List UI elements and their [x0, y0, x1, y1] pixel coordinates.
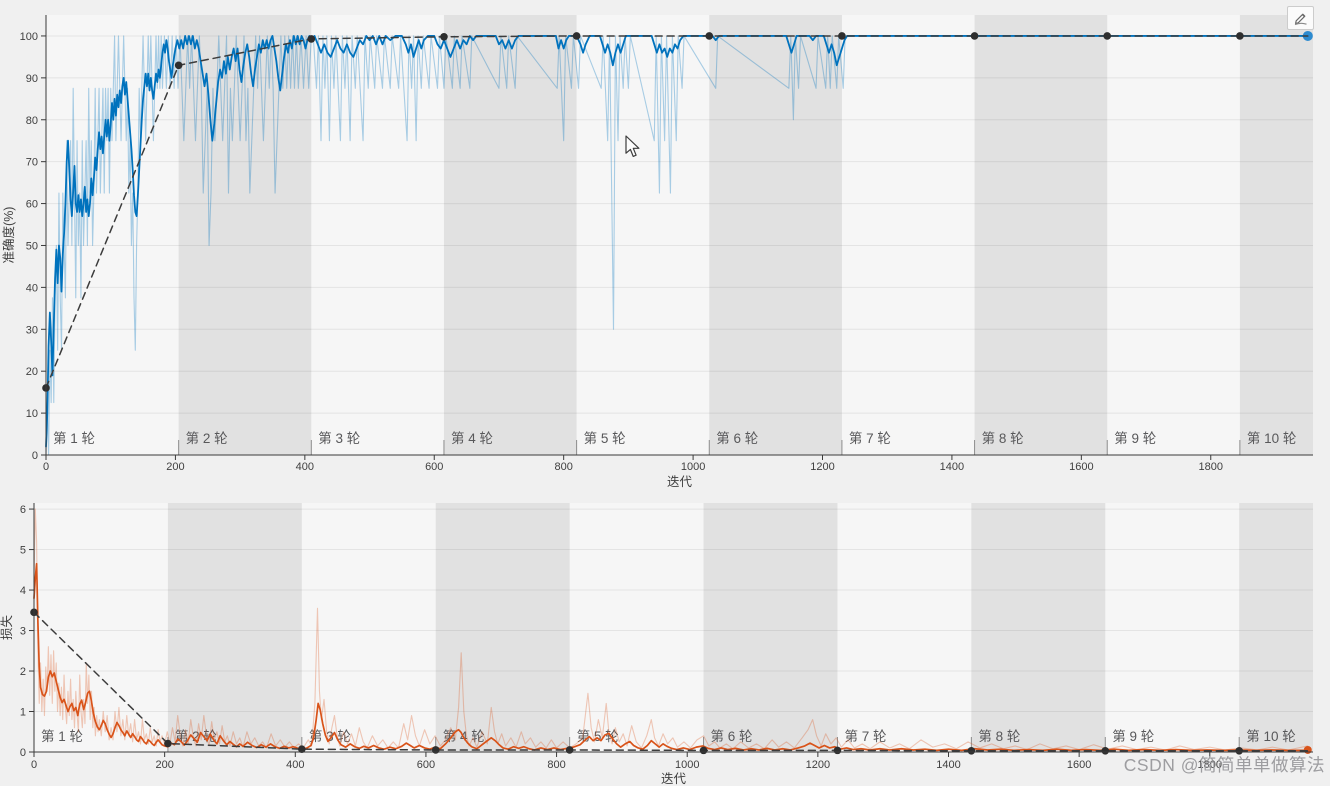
x-tick-label: 200: [166, 461, 184, 473]
validation-accuracy-marker: [174, 61, 183, 70]
y-tick-label: 10: [26, 408, 38, 420]
x-tick-label: 1000: [675, 759, 699, 771]
epoch-band: [1239, 15, 1313, 455]
epoch-band: [1239, 503, 1313, 752]
epoch-label: 第 8 轮: [978, 728, 1020, 744]
y-tick-label: 4: [20, 585, 26, 597]
accuracy-chart: 第 1 轮 第 2 轮 第 3 轮 第 4 轮 第 5 轮 第 6 轮 第 7 轮 第 8 轮…: [1, 15, 1313, 489]
x-tick-label: 0: [43, 461, 49, 473]
epoch-label: 第 9 轮: [1112, 728, 1154, 744]
validation-accuracy-marker: [705, 32, 714, 40]
epoch-label: 第 8 轮: [982, 430, 1024, 446]
epoch-label: 第 9 轮: [1114, 430, 1156, 446]
training-loss-smoothed-line: [33, 562, 1309, 752]
epoch-label: 第 10 轮: [1247, 430, 1297, 446]
epoch-label: 第 3 轮: [309, 728, 351, 744]
y-tick-label: 100: [20, 31, 38, 43]
validation-accuracy-marker: [970, 32, 979, 40]
x-tick-label: 1400: [936, 759, 960, 771]
x-tick-label: 1200: [806, 759, 830, 771]
epoch-band: [167, 503, 302, 752]
x-tick-label: 1600: [1069, 461, 1093, 473]
epoch-label: 第 7 轮: [844, 728, 886, 744]
x-tick-label: 800: [554, 461, 572, 473]
y-tick-label: 40: [26, 282, 38, 294]
validation-loss-marker: [431, 746, 440, 754]
epoch-band: [435, 503, 570, 752]
validation-loss-marker: [967, 746, 976, 755]
validation-loss-marker: [1235, 746, 1243, 755]
epoch-band: [703, 503, 838, 752]
csdn-watermark: CSDN @简简单单做算法: [1123, 755, 1325, 775]
loss-chart: 第 1 轮第 2 轮第 3 轮第 4 轮第 5 轮第 6 轮第 7 轮第 8 轮…: [0, 503, 1313, 786]
epoch-label: 第 1 轮: [41, 728, 83, 744]
epoch-label: 第 6 轮: [711, 728, 753, 744]
x-tick-label: 400: [296, 461, 314, 473]
validation-accuracy-marker: [1103, 32, 1112, 40]
y-tick-label: 60: [26, 199, 38, 211]
x-axis-label: 迭代: [661, 772, 687, 786]
y-tick-label: 5: [20, 545, 26, 557]
edit-plot-brush-icon: [1294, 13, 1307, 26]
epoch-label: 第 5 轮: [584, 430, 626, 446]
y-tick-label: 70: [26, 157, 38, 169]
y-tick-label: 30: [26, 324, 38, 336]
validation-accuracy-marker: [307, 35, 316, 43]
x-tick-label: 0: [31, 759, 37, 771]
y-tick-label: 0: [32, 450, 38, 462]
x-tick-label: 800: [547, 759, 565, 771]
x-tick-label: 1400: [940, 461, 964, 473]
epoch-label: 第 7 轮: [849, 430, 891, 446]
training-accuracy-raw-line: [45, 35, 1309, 456]
y-tick-label: 3: [20, 626, 26, 638]
validation-loss-marker: [699, 746, 708, 755]
training-accuracy-smoothed-line: [45, 35, 1309, 448]
epoch-label: 第 3 轮: [318, 430, 360, 446]
validation-accuracy-marker: [1236, 32, 1244, 40]
validation-loss-marker: [833, 746, 842, 755]
epoch-band: [178, 15, 312, 455]
validation-accuracy-marker: [572, 32, 581, 40]
epoch-label: 第 2 轮: [186, 430, 228, 446]
y-tick-label: 50: [26, 240, 38, 252]
x-tick-label: 1800: [1198, 759, 1222, 771]
x-tick-label: 600: [417, 759, 435, 771]
validation-loss-marker: [565, 746, 574, 754]
y-tick-label: 20: [26, 366, 38, 378]
x-tick-label: 600: [425, 461, 443, 473]
epoch-label: 第 10 轮: [1246, 728, 1296, 744]
x-tick-label: 1600: [1067, 759, 1091, 771]
y-tick-label: 2: [20, 666, 26, 678]
x-tick-label: 1200: [810, 461, 834, 473]
x-tick-label: 1800: [1199, 461, 1223, 473]
y-axis-label: 准确度(%): [1, 207, 16, 264]
y-axis-label: 损失: [0, 615, 14, 641]
x-tick-label: 200: [155, 759, 173, 771]
x-tick-label: 400: [286, 759, 304, 771]
axes-toolbar-edit-button[interactable]: [1287, 6, 1314, 30]
epoch-label: 第 4 轮: [451, 430, 493, 446]
epoch-band: [971, 503, 1106, 752]
validation-loss-marker: [298, 745, 306, 753]
epoch-band: [974, 15, 1108, 455]
validation-loss-marker: [1101, 746, 1110, 755]
epoch-label: 第 1 轮: [53, 430, 95, 446]
validation-accuracy-marker: [440, 32, 448, 41]
epoch-label: 第 5 轮: [577, 728, 619, 744]
validation-loss-marker: [164, 739, 172, 748]
y-tick-label: 6: [20, 504, 26, 516]
x-axis-label: 迭代: [667, 475, 693, 489]
x-tick-label: 1000: [681, 461, 705, 473]
y-tick-label: 1: [20, 707, 26, 719]
validation-accuracy-marker: [838, 32, 846, 40]
epoch-band: [709, 15, 842, 455]
y-tick-label: 90: [26, 73, 38, 85]
y-tick-label: 80: [26, 115, 38, 127]
epoch-label: 第 6 轮: [716, 430, 758, 446]
epoch-band: [443, 15, 577, 455]
y-tick-label: 0: [20, 747, 26, 759]
